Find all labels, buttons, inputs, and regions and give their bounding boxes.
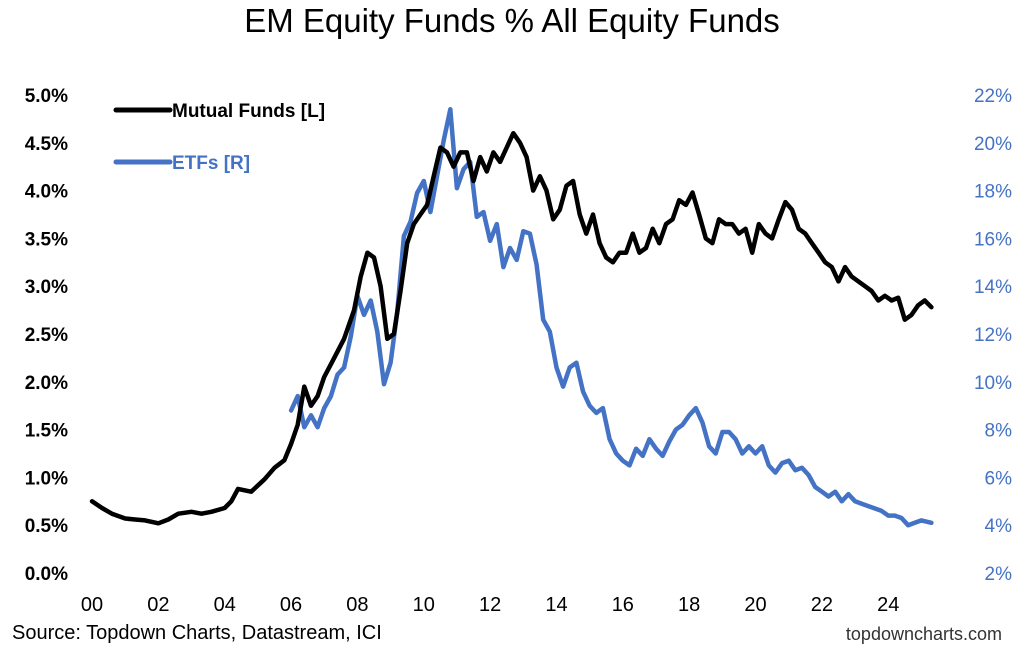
x-tick-label: 10 — [413, 594, 435, 616]
y-left-tick-label: 2.5% — [25, 325, 68, 346]
x-tick-label: 06 — [280, 594, 302, 616]
y-right-tick-label: 6% — [985, 468, 1013, 489]
y-right-tick-label: 12% — [974, 325, 1012, 346]
right-axis: 2% 4% 6% 8% 10% 12% 14% 16% 18% 20% 22% — [974, 86, 1012, 585]
chart-plot: 0.0% 0.5% 1.0% 1.5% 2.0% 2.5% 3.0% 3.5% 4.0% 4.5%… — [25, 86, 1012, 616]
legend: Mutual Funds [L] ETFs [R] — [113, 101, 325, 174]
x-tick-label: 14 — [545, 594, 567, 616]
x-tick-label: 22 — [811, 594, 833, 616]
y-left-tick-label: 1.0% — [25, 468, 68, 489]
x-tick-label: 16 — [612, 594, 634, 616]
y-right-tick-label: 14% — [974, 277, 1012, 298]
series-line-etfs-r — [288, 107, 934, 528]
source-note: Source: Topdown Charts, Datastream, ICI — [12, 622, 382, 644]
legend-label: ETFs [R] — [172, 153, 250, 174]
x-tick-label: 00 — [81, 594, 103, 616]
legend-label: Mutual Funds [L] — [172, 101, 325, 122]
x-tick-label: 02 — [147, 594, 169, 616]
x-tick-label: 04 — [214, 594, 236, 616]
chart-title: EM Equity Funds % All Equity Funds — [244, 2, 780, 39]
series-layer — [89, 107, 934, 528]
x-tick-label: 12 — [479, 594, 501, 616]
y-left-tick-label: 4.0% — [25, 182, 68, 203]
y-right-tick-label: 22% — [974, 86, 1012, 107]
y-right-tick-label: 8% — [985, 421, 1013, 442]
x-tick-label: 20 — [744, 594, 766, 616]
y-right-tick-label: 10% — [974, 373, 1012, 394]
x-tick-label: 18 — [678, 594, 700, 616]
y-left-tick-label: 2.0% — [25, 373, 68, 394]
y-right-tick-label: 2% — [985, 564, 1013, 585]
series-line-mutual-funds-l — [89, 130, 934, 526]
y-right-tick-label: 18% — [974, 182, 1012, 203]
y-right-tick-label: 20% — [974, 134, 1012, 155]
left-axis: 0.0% 0.5% 1.0% 1.5% 2.0% 2.5% 3.0% 3.5% 4.0% 4.5%… — [25, 86, 68, 585]
y-right-tick-label: 16% — [974, 229, 1012, 250]
y-left-tick-label: 1.5% — [25, 421, 68, 442]
y-left-tick-label: 3.0% — [25, 277, 68, 298]
x-tick-label: 08 — [346, 594, 368, 616]
y-left-tick-label: 0.0% — [25, 564, 68, 585]
watermark: topdowncharts.com — [845, 624, 1002, 644]
y-left-tick-label: 4.5% — [25, 134, 68, 155]
x-axis: 00 02 04 06 08 10 12 14 16 18 20 22 24 — [81, 594, 899, 616]
y-left-tick-label: 0.5% — [25, 516, 68, 537]
y-right-tick-label: 4% — [985, 516, 1013, 537]
y-left-tick-label: 3.5% — [25, 229, 68, 250]
y-left-tick-label: 5.0% — [25, 86, 68, 107]
x-tick-label: 24 — [877, 594, 899, 616]
